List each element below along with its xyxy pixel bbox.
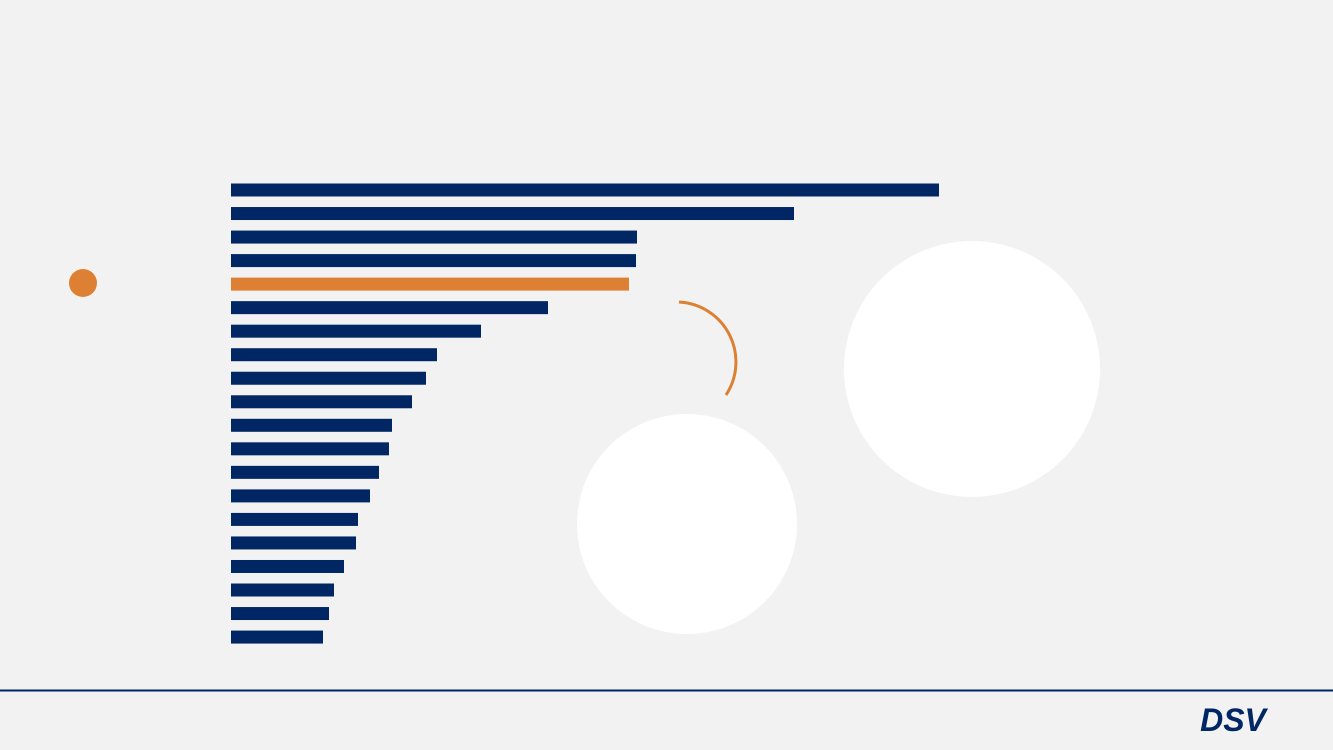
circle-small [577,414,797,634]
bar [231,301,548,315]
bar [231,395,412,409]
bar [231,183,939,197]
bar [231,418,392,432]
circle-large [844,241,1100,497]
logo: DSV [1200,702,1268,738]
bar [231,277,629,291]
bar [231,207,794,221]
arc [678,300,738,396]
bar [231,465,379,479]
bar [231,371,426,385]
bar [231,630,323,644]
bar [231,348,437,362]
bullet-dot [69,269,97,297]
bar [231,324,481,338]
bar [231,442,389,456]
bar [231,489,370,503]
bar [231,559,344,573]
bar [231,536,356,550]
bar [231,254,636,268]
bar [231,607,329,621]
bar [231,583,334,597]
bar [231,512,358,526]
bar [231,230,637,244]
